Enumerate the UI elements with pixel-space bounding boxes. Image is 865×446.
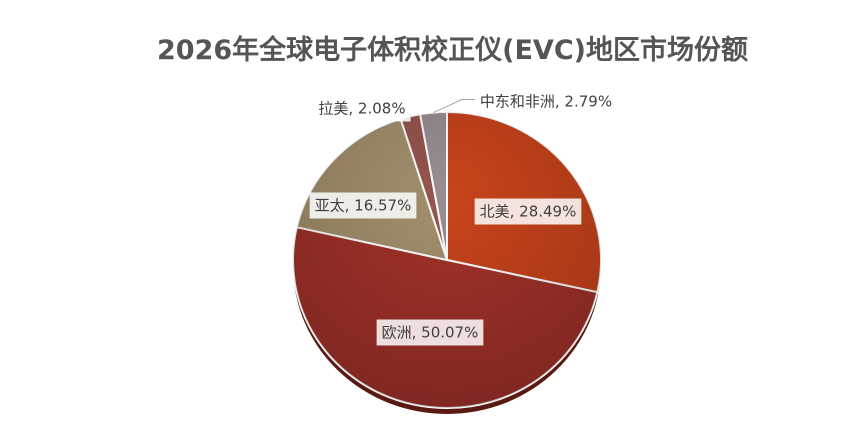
chart-title: 2026年全球电子体积校正仪(EVC)地区市场份额: [157, 35, 748, 66]
leader-line-4: [433, 99, 475, 114]
data-label-text-1: 欧洲, 50.07%: [382, 324, 479, 342]
data-label-text-4: 中东和非洲, 2.79%: [480, 93, 612, 111]
data-label-text-3: 拉美, 2.08%: [318, 100, 405, 118]
data-label-1: 欧洲, 50.07%: [376, 319, 484, 346]
data-label-text-2: 亚太, 16.57%: [315, 197, 412, 215]
data-label-2: 亚太, 16.57%: [309, 192, 417, 219]
data-label-4: 中东和非洲, 2.79%: [474, 88, 618, 115]
data-label-text-0: 北美, 28.49%: [480, 203, 577, 221]
data-label-0: 北美, 28.49%: [474, 198, 582, 225]
data-label-3: 拉美, 2.08%: [313, 95, 411, 122]
